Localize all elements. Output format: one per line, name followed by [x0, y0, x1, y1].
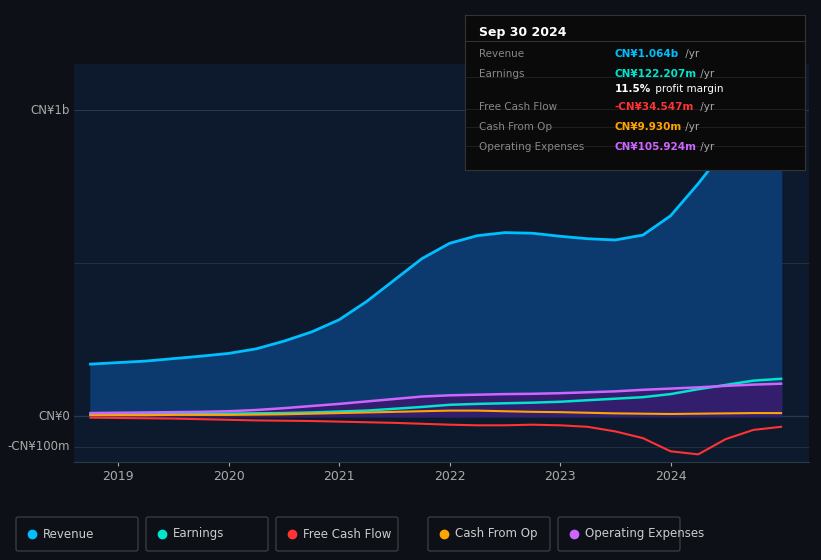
Text: Cash From Op: Cash From Op — [455, 528, 538, 540]
Text: -CN¥100m: -CN¥100m — [7, 440, 70, 453]
Text: /yr: /yr — [682, 49, 699, 59]
Text: Sep 30 2024: Sep 30 2024 — [479, 26, 566, 39]
Text: Free Cash Flow: Free Cash Flow — [479, 102, 557, 112]
Text: CN¥0: CN¥0 — [38, 409, 70, 423]
Text: -CN¥34.547m: -CN¥34.547m — [615, 102, 694, 112]
Text: /yr: /yr — [697, 102, 714, 112]
Text: Revenue: Revenue — [43, 528, 94, 540]
Text: Revenue: Revenue — [479, 49, 524, 59]
Text: Operating Expenses: Operating Expenses — [479, 142, 584, 152]
Text: CN¥9.930m: CN¥9.930m — [615, 122, 682, 132]
Text: CN¥1b: CN¥1b — [30, 104, 70, 117]
Text: CN¥105.924m: CN¥105.924m — [615, 142, 696, 152]
Text: CN¥1.064b: CN¥1.064b — [615, 49, 679, 59]
Text: 11.5%: 11.5% — [615, 84, 651, 94]
Text: Cash From Op: Cash From Op — [479, 122, 552, 132]
Text: /yr: /yr — [682, 122, 699, 132]
Text: /yr: /yr — [697, 142, 714, 152]
Text: Free Cash Flow: Free Cash Flow — [303, 528, 392, 540]
Text: profit margin: profit margin — [652, 84, 723, 94]
Text: Operating Expenses: Operating Expenses — [585, 528, 704, 540]
Text: Earnings: Earnings — [479, 69, 524, 80]
Text: /yr: /yr — [697, 69, 714, 80]
Text: CN¥122.207m: CN¥122.207m — [615, 69, 697, 80]
Text: Earnings: Earnings — [173, 528, 224, 540]
